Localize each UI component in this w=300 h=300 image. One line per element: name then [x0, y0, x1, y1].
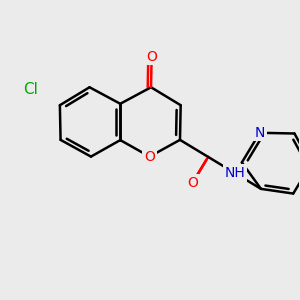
- Text: O: O: [146, 50, 157, 64]
- Text: Cl: Cl: [24, 82, 38, 97]
- Text: O: O: [144, 150, 155, 164]
- Text: O: O: [187, 176, 198, 190]
- Text: NH: NH: [224, 166, 245, 180]
- Text: N: N: [255, 126, 265, 140]
